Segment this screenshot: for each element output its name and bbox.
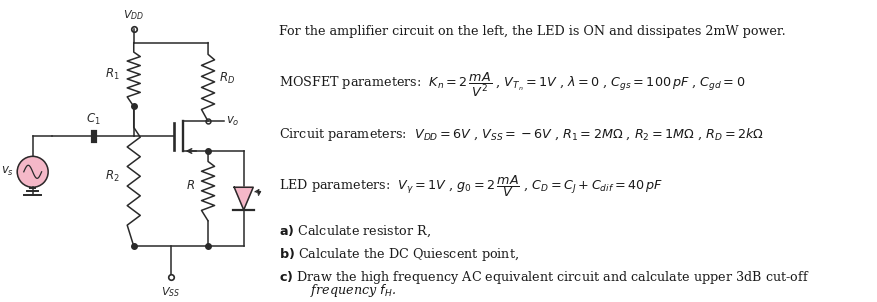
Polygon shape bbox=[234, 187, 253, 210]
Text: $v_s$: $v_s$ bbox=[1, 165, 14, 178]
Text: $R_2$: $R_2$ bbox=[105, 169, 119, 184]
Text: $\mathbf{c)}$ Draw the high frequency AC equivalent circuit and calculate upper : $\mathbf{c)}$ Draw the high frequency AC… bbox=[279, 269, 810, 286]
Text: LED parameters:  $V_{\gamma} = 1V$ , $g_0 = 2\,\dfrac{mA}{V}$ , $C_D = C_J + C_{: LED parameters: $V_{\gamma} = 1V$ , $g_0… bbox=[279, 173, 663, 199]
Circle shape bbox=[18, 156, 48, 187]
Text: $\mathbf{b)}$ Calculate the DC Quiescent point,: $\mathbf{b)}$ Calculate the DC Quiescent… bbox=[279, 246, 519, 263]
Text: $C_1$: $C_1$ bbox=[87, 111, 101, 127]
Text: Circuit parameters:  $V_{DD} = 6V$ , $V_{SS} = -6V$ , $R_1 = 2M\Omega$ , $R_2 = : Circuit parameters: $V_{DD} = 6V$ , $V_{… bbox=[279, 126, 764, 143]
Text: $V_{DD}$: $V_{DD}$ bbox=[123, 8, 145, 22]
Text: MOSFET parameters:  $K_n = 2\,\dfrac{mA}{V^2}$ , $V_{T_n} = 1V$ , $\lambda = 0$ : MOSFET parameters: $K_n = 2\,\dfrac{mA}{… bbox=[279, 70, 745, 99]
Text: $\mathbf{a)}$ Calculate resistor R,: $\mathbf{a)}$ Calculate resistor R, bbox=[279, 223, 431, 239]
Text: $R_D$: $R_D$ bbox=[219, 71, 235, 86]
Text: $V_{SS}$: $V_{SS}$ bbox=[161, 285, 181, 299]
Text: For the amplifier circuit on the left, the LED is ON and dissipates 2mW power.: For the amplifier circuit on the left, t… bbox=[279, 25, 786, 38]
Text: $R$: $R$ bbox=[186, 179, 195, 192]
Text: $v_o$: $v_o$ bbox=[226, 115, 239, 128]
Text: $R_1$: $R_1$ bbox=[105, 67, 119, 82]
Text: frequency $f_H$.: frequency $f_H$. bbox=[310, 282, 396, 299]
